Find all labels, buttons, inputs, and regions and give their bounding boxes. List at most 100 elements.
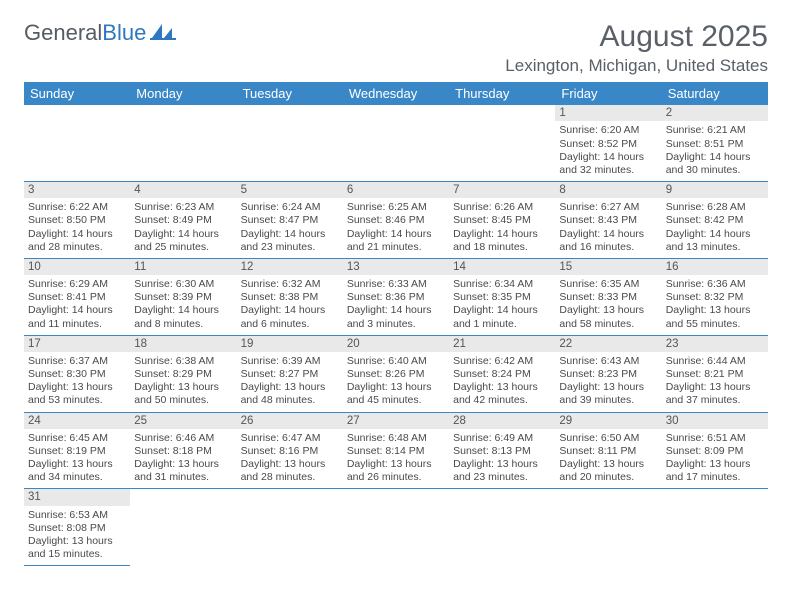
day-details: Sunrise: 6:43 AMSunset: 8:23 PMDaylight:… [559,354,657,408]
calendar-cell: 4Sunrise: 6:23 AMSunset: 8:49 PMDaylight… [130,181,236,258]
daylight-line: Daylight: 13 hours and 42 minutes. [453,381,551,407]
sunrise-line: Sunrise: 6:29 AM [28,278,126,291]
day-number: 17 [24,336,130,352]
sunset-line: Sunset: 8:27 PM [241,368,339,381]
sunrise-line: Sunrise: 6:47 AM [241,432,339,445]
calendar-cell: 18Sunrise: 6:38 AMSunset: 8:29 PMDayligh… [130,335,236,412]
sunrise-line: Sunrise: 6:35 AM [559,278,657,291]
sunrise-line: Sunrise: 6:21 AM [666,124,764,137]
day-number: 15 [555,259,661,275]
day-number: 28 [449,413,555,429]
day-number: 1 [555,105,661,121]
calendar-cell-blank [662,489,768,566]
day-number: 21 [449,336,555,352]
day-number: 30 [662,413,768,429]
sunset-line: Sunset: 8:35 PM [453,291,551,304]
sunset-line: Sunset: 8:24 PM [453,368,551,381]
daylight-line: Daylight: 13 hours and 48 minutes. [241,381,339,407]
day-details: Sunrise: 6:34 AMSunset: 8:35 PMDaylight:… [453,277,551,331]
day-details: Sunrise: 6:53 AMSunset: 8:08 PMDaylight:… [28,508,126,562]
day-number: 22 [555,336,661,352]
day-number: 14 [449,259,555,275]
daylight-line: Daylight: 14 hours and 18 minutes. [453,228,551,254]
sunset-line: Sunset: 8:29 PM [134,368,232,381]
day-details: Sunrise: 6:47 AMSunset: 8:16 PMDaylight:… [241,431,339,485]
calendar-cell: 30 Sunrise: 6:51 AMSunset: 8:09 PMDayligh… [662,412,768,489]
sunrise-line: Sunrise: 6:43 AM [559,355,657,368]
calendar-cell: 29Sunrise: 6:50 AMSunset: 8:11 PMDayligh… [555,412,661,489]
sunrise-line: Sunrise: 6:46 AM [134,432,232,445]
sunset-line: Sunset: 8:36 PM [347,291,445,304]
sunrise-line: Sunrise: 6:22 AM [28,201,126,214]
calendar-cell: 9Sunrise: 6:28 AMSunset: 8:42 PMDaylight… [662,181,768,258]
calendar-table: SundayMondayTuesdayWednesdayThursdayFrid… [24,82,768,566]
sunset-line: Sunset: 8:18 PM [134,445,232,458]
day-details: Sunrise: 6:38 AMSunset: 8:29 PMDaylight:… [134,354,232,408]
calendar-cell: 14 Sunrise: 6:34 AMSunset: 8:35 PMDayligh… [449,258,555,335]
calendar-cell: 17 Sunrise: 6:37 AMSunset: 8:30 PMDayligh… [24,335,130,412]
day-number: 26 [237,413,343,429]
calendar-cell-blank [237,489,343,566]
calendar-cell-blank [130,489,236,566]
sunset-line: Sunset: 8:45 PM [453,214,551,227]
sunrise-line: Sunrise: 6:48 AM [347,432,445,445]
logo-text-blue: Blue [102,20,146,46]
daylight-line: Daylight: 13 hours and 53 minutes. [28,381,126,407]
weekday-header: Wednesday [343,82,449,105]
sunrise-line: Sunrise: 6:33 AM [347,278,445,291]
sunset-line: Sunset: 8:09 PM [666,445,764,458]
sunset-line: Sunset: 8:42 PM [666,214,764,227]
day-details: Sunrise: 6:51 AMSunset: 8:09 PMDaylight:… [666,431,764,485]
daylight-line: Daylight: 14 hours and 1 minute. [453,304,551,330]
calendar-cell: 20Sunrise: 6:40 AMSunset: 8:26 PMDayligh… [343,335,449,412]
sunset-line: Sunset: 8:49 PM [134,214,232,227]
day-number: 24 [24,413,130,429]
day-details: Sunrise: 6:46 AMSunset: 8:18 PMDaylight:… [134,431,232,485]
daylight-line: Daylight: 13 hours and 58 minutes. [559,304,657,330]
day-number: 13 [343,259,449,275]
calendar-cell: 26 Sunrise: 6:47 AMSunset: 8:16 PMDayligh… [237,412,343,489]
day-details: Sunrise: 6:44 AMSunset: 8:21 PMDaylight:… [666,354,764,408]
day-number: 16 [662,259,768,275]
day-details: Sunrise: 6:33 AMSunset: 8:36 PMDaylight:… [347,277,445,331]
daylight-line: Daylight: 13 hours and 20 minutes. [559,458,657,484]
day-number: 29 [555,413,661,429]
day-details: Sunrise: 6:32 AMSunset: 8:38 PMDaylight:… [241,277,339,331]
weekday-header: Saturday [662,82,768,105]
daylight-line: Daylight: 13 hours and 23 minutes. [453,458,551,484]
daylight-line: Daylight: 13 hours and 45 minutes. [347,381,445,407]
calendar-cell: 10Sunrise: 6:29 AMSunset: 8:41 PMDayligh… [24,258,130,335]
daylight-line: Daylight: 14 hours and 25 minutes. [134,228,232,254]
day-details: Sunrise: 6:29 AMSunset: 8:41 PMDaylight:… [28,277,126,331]
sunset-line: Sunset: 8:13 PM [453,445,551,458]
calendar-body: 1 Sunrise: 6:20 AMSunset: 8:52 PMDaylight… [24,105,768,566]
day-number: 31 [24,489,130,505]
day-number: 23 [662,336,768,352]
calendar-cell-blank [343,489,449,566]
calendar-cell: 19Sunrise: 6:39 AMSunset: 8:27 PMDayligh… [237,335,343,412]
daylight-line: Daylight: 13 hours and 37 minutes. [666,381,764,407]
sunrise-line: Sunrise: 6:28 AM [666,201,764,214]
day-number: 2 [662,105,768,121]
day-details: Sunrise: 6:30 AMSunset: 8:39 PMDaylight:… [134,277,232,331]
calendar-cell: 13 Sunrise: 6:33 AMSunset: 8:36 PMDayligh… [343,258,449,335]
calendar-head: SundayMondayTuesdayWednesdayThursdayFrid… [24,82,768,105]
sunrise-line: Sunrise: 6:27 AM [559,201,657,214]
sunset-line: Sunset: 8:33 PM [559,291,657,304]
sunrise-line: Sunrise: 6:40 AM [347,355,445,368]
calendar-cell: 6Sunrise: 6:25 AMSunset: 8:46 PMDaylight… [343,181,449,258]
daylight-line: Daylight: 13 hours and 50 minutes. [134,381,232,407]
calendar-cell: 8Sunrise: 6:27 AMSunset: 8:43 PMDaylight… [555,181,661,258]
sunset-line: Sunset: 8:19 PM [28,445,126,458]
day-details: Sunrise: 6:20 AMSunset: 8:52 PMDaylight:… [559,123,657,177]
day-number: 8 [555,182,661,198]
day-details: Sunrise: 6:25 AMSunset: 8:46 PMDaylight:… [347,200,445,254]
daylight-line: Daylight: 14 hours and 11 minutes. [28,304,126,330]
calendar-cell: 27Sunrise: 6:48 AMSunset: 8:14 PMDayligh… [343,412,449,489]
day-details: Sunrise: 6:37 AMSunset: 8:30 PMDaylight:… [28,354,126,408]
calendar-cell: 28Sunrise: 6:49 AMSunset: 8:13 PMDayligh… [449,412,555,489]
sunset-line: Sunset: 8:21 PM [666,368,764,381]
sunset-line: Sunset: 8:30 PM [28,368,126,381]
sunset-line: Sunset: 8:50 PM [28,214,126,227]
sunrise-line: Sunrise: 6:42 AM [453,355,551,368]
